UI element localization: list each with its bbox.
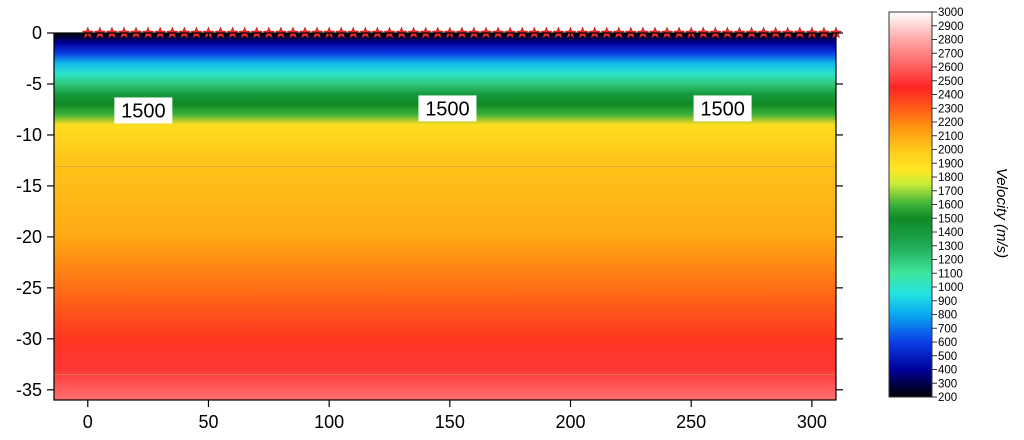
colorbar-tick-label: 2100 <box>938 131 964 143</box>
y-tick-label: -5 <box>26 74 42 94</box>
colorbar-tick-label: 500 <box>938 351 957 363</box>
velocity-model-field <box>54 33 836 400</box>
contour-label: 1500 <box>700 98 745 120</box>
axes: 0 50 100 150 200 250 300 0 -5 -10 -15 -20 -25 -30 -35 <box>16 23 843 432</box>
colorbar-tick-label: 700 <box>938 323 957 335</box>
y-tick-label: 0 <box>32 23 42 43</box>
colorbar-tick-label: 200 <box>938 392 957 404</box>
x-tick-label: 250 <box>676 412 706 432</box>
colorbar-tick-label: 600 <box>938 337 957 349</box>
colorbar-tick-label: 2700 <box>938 48 964 60</box>
colorbar-tick-label: 800 <box>938 310 957 322</box>
x-tick-label: 0 <box>83 412 93 432</box>
y-tick-label: -15 <box>16 176 42 196</box>
colorbar-strip <box>888 11 933 398</box>
colorbar-label: Velocity (m/s) <box>993 168 1010 258</box>
colorbar-tick-label: 2500 <box>938 76 964 88</box>
colorbar-tick-label: 1000 <box>938 282 964 294</box>
contour-label: 1500 <box>121 100 166 122</box>
colorbar-tick-label: 1200 <box>938 255 964 267</box>
colorbar-tick-label: 2900 <box>938 21 964 33</box>
colorbar-tick-label: 300 <box>938 378 957 390</box>
colorbar-tick-label: 2400 <box>938 90 964 102</box>
colorbar-tick-label: 1700 <box>938 186 964 198</box>
x-tick-label: 100 <box>314 412 344 432</box>
colorbar-tick-label: 1300 <box>938 241 964 253</box>
plot-area: 1500 1500 1500 <box>54 26 843 400</box>
colorbar-tick-label: 2800 <box>938 35 964 47</box>
colorbar-tick-label: 1400 <box>938 227 964 239</box>
y-tick-label: -10 <box>16 125 42 145</box>
colorbar-tick-label: 1500 <box>938 213 964 225</box>
contour-label-box <box>693 95 752 122</box>
colorbar-tick-label: 2000 <box>938 145 964 157</box>
y-tick-label: -30 <box>16 329 42 349</box>
x-tick-label: 300 <box>797 412 827 432</box>
colorbar-tick-label: 1100 <box>938 268 963 280</box>
x-tick-label: 150 <box>435 412 465 432</box>
colorbar-tick-label: 1900 <box>938 158 964 170</box>
x-tick-label: 50 <box>198 412 218 432</box>
colorbar-tick-label: 400 <box>938 365 957 377</box>
colorbar-tick-label: 2200 <box>938 117 964 129</box>
colorbar-tick-label: 3000 <box>938 7 964 19</box>
y-tick-label: -25 <box>16 278 42 298</box>
plot-frame <box>53 32 837 401</box>
y-tick-label: -35 <box>16 380 42 400</box>
colorbar-tick-label: 2600 <box>938 62 964 74</box>
contour-label: 1500 <box>425 98 470 120</box>
y-tick-label: -20 <box>16 227 42 247</box>
colorbar: 2003004005006007008009001000110012001300… <box>888 7 1010 404</box>
colorbar-tick-label: 1600 <box>938 200 964 212</box>
colorbar-tick-label: 900 <box>938 296 957 308</box>
contour-label-box <box>418 95 477 122</box>
colorbar-tick-label: 1800 <box>938 172 964 184</box>
colorbar-tick-label: 2300 <box>938 103 964 115</box>
x-tick-label: 200 <box>555 412 585 432</box>
contour-label-box <box>114 97 173 124</box>
